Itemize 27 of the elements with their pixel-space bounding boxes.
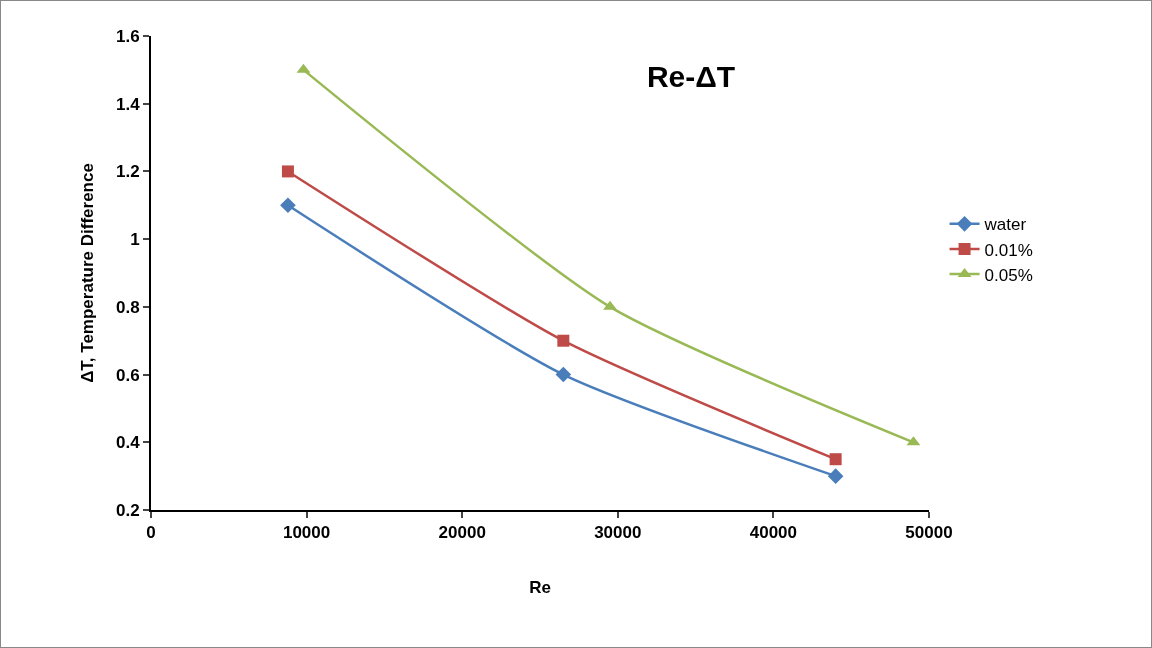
y-tick-label: 1.6 xyxy=(115,26,140,46)
y-tick-label: 0.8 xyxy=(115,297,140,317)
x-tick-label: 40000 xyxy=(749,523,798,543)
x-tick-label: 50000 xyxy=(905,523,953,543)
y-axis-title: ΔT, Temperature Difference xyxy=(78,163,98,383)
legend-label: water xyxy=(983,215,1027,235)
point xyxy=(555,366,572,383)
point xyxy=(827,468,844,484)
y-tick-label: 1 xyxy=(130,230,140,250)
point xyxy=(829,453,842,466)
point xyxy=(557,334,570,347)
y-tick-label: 0.2 xyxy=(115,500,140,520)
x-tick-label: 10000 xyxy=(282,523,331,543)
y-tick-label: 1.4 xyxy=(115,94,141,114)
x-tick-label: 30000 xyxy=(594,523,642,543)
x-tick-label: 0 xyxy=(146,523,156,543)
text: Re-ΔT xyxy=(646,59,736,93)
y-tick-label: 0.6 xyxy=(115,365,140,385)
x-axis-title: Re xyxy=(529,578,551,598)
point xyxy=(281,165,294,178)
point xyxy=(280,197,296,214)
x-tick-label: 20000 xyxy=(438,523,486,543)
point xyxy=(603,300,617,310)
y-tick-label: 1.2 xyxy=(115,162,140,182)
legend-label: 0.01% xyxy=(984,240,1033,260)
legend-label: 0.05% xyxy=(984,265,1033,285)
y-tick-label: 0.4 xyxy=(115,433,141,453)
